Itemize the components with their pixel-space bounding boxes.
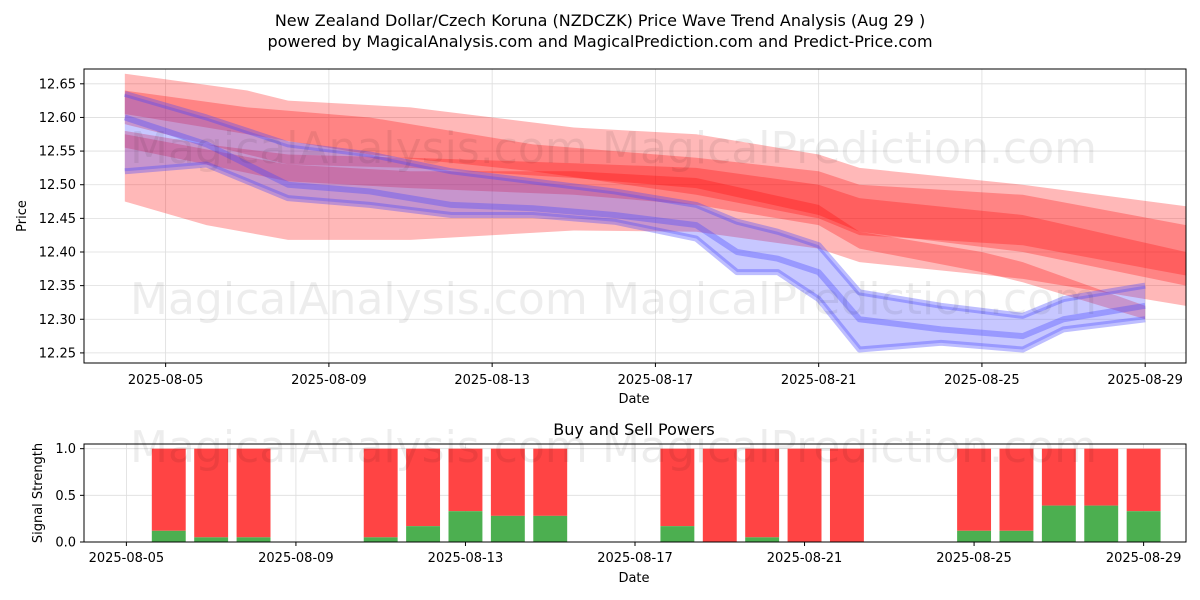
price-y-tick-label: 12.30	[39, 313, 76, 328]
price-x-tick-label: 2025-08-05	[128, 373, 204, 388]
price-y-tick-label: 12.40	[39, 245, 76, 260]
buy-power-bar	[194, 537, 229, 542]
sell-power-bar	[406, 448, 441, 527]
sell-power-bar	[957, 448, 992, 531]
buy-power-bar	[1041, 505, 1076, 542]
sell-power-bar	[829, 448, 864, 542]
powers-x-tick-label: 2025-08-29	[1106, 551, 1182, 566]
price-x-tick-label: 2025-08-21	[781, 373, 857, 388]
buy-power-bar	[1084, 505, 1119, 542]
powers-x-tick-label: 2025-08-13	[428, 551, 504, 566]
price-watermark-right-top: MagicalPrediction.com	[602, 123, 1097, 174]
sell-power-bar	[702, 448, 737, 542]
buy-power-bar	[406, 526, 441, 542]
powers-y-tick-label: 0.0	[55, 536, 76, 551]
sell-power-bar	[363, 448, 398, 538]
red-wave-band	[124, 130, 1186, 306]
sell-power-bar	[194, 448, 229, 538]
powers-x-tick-label: 2025-08-21	[767, 551, 843, 566]
price-y-tick-label: 12.45	[39, 212, 76, 227]
buy-power-bar	[151, 530, 186, 542]
price-y-tick-label: 12.55	[39, 145, 76, 160]
buy-power-bar	[448, 511, 483, 542]
red-wave-band	[124, 134, 1146, 320]
sell-power-bar	[490, 448, 525, 516]
buy-power-bar	[660, 526, 695, 542]
sell-power-bar	[1084, 448, 1119, 506]
sell-power-bar	[236, 448, 271, 538]
buy-power-bar	[1126, 511, 1161, 542]
sell-power-bar	[448, 448, 483, 512]
main-title: New Zealand Dollar/Czech Koruna (NZDCZK)…	[275, 11, 925, 30]
price-y-label: Price	[15, 200, 30, 232]
powers-chart: Buy and Sell Powers MagicalAnalysis.com …	[31, 420, 1187, 586]
price-x-tick-label: 2025-08-09	[291, 373, 367, 388]
powers-watermark-left: MagicalAnalysis.com	[130, 422, 588, 473]
price-y-tick-label: 12.35	[39, 279, 76, 294]
blue-wave-line	[124, 161, 1146, 353]
powers-watermark-right: MagicalPrediction.com	[602, 422, 1097, 473]
buy-power-bar	[363, 537, 398, 542]
price-bands	[123, 73, 1186, 353]
price-x-tick-label: 2025-08-17	[618, 373, 694, 388]
sell-power-bar	[745, 448, 780, 538]
sell-power-bar	[533, 448, 568, 516]
powers-x-tick-label: 2025-08-25	[936, 551, 1012, 566]
powers-y-tick-label: 1.0	[55, 442, 76, 457]
powers-x-label: Date	[618, 571, 649, 586]
sell-power-bar	[1126, 448, 1161, 512]
price-watermark-left-bottom: MagicalAnalysis.com	[130, 274, 588, 325]
price-y-tick-label: 12.65	[39, 77, 76, 92]
powers-ticks: 2025-08-05 2025-08-09 2025-08-13 2025-08-17…	[55, 442, 1181, 566]
buy-power-bar	[236, 537, 271, 542]
buy-power-bar	[957, 530, 992, 542]
buy-power-bar	[999, 530, 1034, 542]
powers-bars	[151, 448, 1161, 542]
price-y-tick-label: 12.60	[39, 111, 76, 126]
price-watermark-right-bottom: MagicalPrediction.com	[602, 274, 1097, 325]
red-wave-band	[124, 73, 1186, 286]
red-wave-band	[124, 90, 1186, 276]
powers-x-tick-label: 2025-08-05	[89, 551, 165, 566]
sell-power-bar	[151, 448, 186, 531]
sell-power-bar	[999, 448, 1034, 531]
powers-x-tick-label: 2025-08-17	[597, 551, 673, 566]
buy-power-bar	[490, 515, 525, 542]
sell-power-bar	[660, 448, 695, 527]
price-x-tick-label: 2025-08-29	[1107, 373, 1183, 388]
price-x-tick-label: 2025-08-25	[944, 373, 1020, 388]
price-chart: MagicalAnalysis.com MagicalPrediction.co…	[15, 68, 1187, 407]
powers-y-label: Signal Strength	[31, 443, 46, 543]
main-subtitle: powered by MagicalAnalysis.com and Magic…	[267, 32, 932, 51]
price-plot-frame	[83, 68, 1187, 364]
price-grid	[84, 69, 1186, 363]
sell-power-bar	[1041, 448, 1076, 506]
powers-y-tick-label: 0.5	[55, 489, 76, 504]
sell-power-bar	[787, 448, 822, 542]
powers-x-tick-label: 2025-08-09	[258, 551, 334, 566]
price-y-tick-label: 12.25	[39, 346, 76, 361]
blue-wave-line	[123, 114, 1146, 340]
price-watermark-left-top: MagicalAnalysis.com	[130, 123, 588, 174]
blue-wave-band	[124, 93, 1146, 337]
buy-power-bar	[533, 515, 568, 542]
price-ticks: 2025-08-05 2025-08-09 2025-08-13 2025-08-17…	[39, 77, 1183, 388]
price-y-tick-label: 12.50	[39, 178, 76, 193]
price-x-tick-label: 2025-08-13	[454, 373, 530, 388]
buy-power-bar	[745, 537, 780, 542]
price-x-label: Date	[618, 392, 649, 407]
blue-wave-line	[123, 91, 1146, 319]
powers-title: Buy and Sell Powers	[553, 420, 715, 439]
